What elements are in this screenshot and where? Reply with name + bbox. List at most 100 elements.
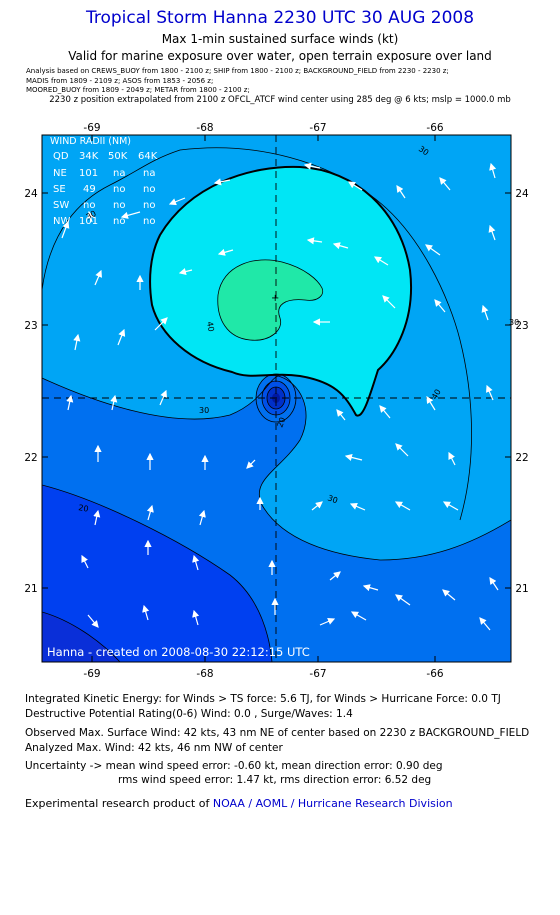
wind-arrow <box>168 197 186 206</box>
wind-arrow <box>396 185 406 199</box>
wind-arrow <box>120 211 141 219</box>
wind-arrow <box>61 220 70 239</box>
wind-arrow <box>350 611 367 621</box>
wind-band-50-plus <box>217 259 323 341</box>
wind-arrow <box>93 509 101 526</box>
svg-text:34K: 34K <box>79 151 99 162</box>
svg-text:64K: 64K <box>138 151 158 162</box>
contour-label: 40 <box>205 321 216 333</box>
svg-text:50K: 50K <box>108 151 128 162</box>
dpr-line: Destructive Potential Rating(0-6) Wind: … <box>25 708 353 720</box>
svg-text:NW: NW <box>53 216 70 227</box>
uncertainty-line: rms wind speed error: 1.47 kt, rms direc… <box>118 774 432 786</box>
wind-arrow <box>425 244 441 256</box>
lat-tick: 24 <box>24 188 38 200</box>
contour-label: 40 <box>430 388 443 401</box>
wind-arrow <box>94 269 102 286</box>
wind-arrow <box>349 503 366 511</box>
svg-text:no: no <box>143 184 155 195</box>
wind-arrow <box>319 618 336 626</box>
lat-tick: 21 <box>24 583 37 595</box>
wind-arrow <box>489 162 497 179</box>
wind-arrow <box>488 224 496 241</box>
credit-prefix: Experimental research product of <box>25 797 210 810</box>
position-note: 2230 z position extrapolated from 2100 z… <box>49 95 511 105</box>
wind-arrow <box>332 242 349 250</box>
wind-arrow <box>379 405 391 419</box>
wind-arrow <box>110 394 118 411</box>
credit-org-link[interactable]: NOAA / AOML / Hurricane Research Divisio… <box>212 797 453 810</box>
wind-arrow <box>146 504 154 521</box>
svg-text:no: no <box>143 216 155 227</box>
svg-text:no: no <box>113 200 125 211</box>
lat-tick: 23 <box>24 320 37 332</box>
wind-radii-table: WIND RADII (NM) QD 34K 50K 64K NE 101 na… <box>50 136 158 227</box>
svg-text:101: 101 <box>79 216 98 227</box>
svg-text:no: no <box>143 200 155 211</box>
lon-tick: -68 <box>196 122 213 134</box>
wind-arrow <box>481 304 489 321</box>
plot-frame <box>41 134 512 663</box>
lat-tick: 24 <box>515 188 529 200</box>
lat-tick: 21 <box>515 583 528 595</box>
svg-text:QD: QD <box>53 151 69 162</box>
wind-arrow <box>329 571 341 581</box>
lon-tick: -69 <box>83 122 100 134</box>
wind-arrow <box>178 268 193 276</box>
credit-line: Experimental research product of NOAA / … <box>25 797 453 810</box>
lon-tick: -67 <box>309 668 326 680</box>
svg-text:SE: SE <box>53 184 66 195</box>
analyzed-max-wind: Analyzed Max. Wind: 42 kts, 46 nm NW of … <box>25 742 283 754</box>
contour-34kt <box>149 165 412 417</box>
wind-arrow <box>87 614 99 628</box>
wind-arrow <box>159 389 167 406</box>
svg-text:no: no <box>113 216 125 227</box>
svg-text:SW: SW <box>53 200 69 211</box>
wind-band-below-20 <box>42 485 272 662</box>
wind-arrow <box>217 248 234 256</box>
analysis-sources-line: Analysis based on CREWS_BUOY from 1800 -… <box>26 67 449 75</box>
analysis-sources-line: MADIS from 1809 - 2109 z; ASOS from 1853… <box>26 77 214 85</box>
contour-label: 30 <box>509 318 519 327</box>
wind-arrow <box>434 299 446 313</box>
lon-tick: -66 <box>426 122 443 134</box>
wind-arrow <box>192 554 200 571</box>
lat-tick: 23 <box>515 320 528 332</box>
wind-arrow <box>395 443 409 457</box>
contour-label: 30 <box>326 493 339 505</box>
observed-max-wind: Observed Max. Surface Wind: 42 kts, 43 n… <box>25 727 530 739</box>
contour-label: 30 <box>85 209 98 222</box>
wind-arrow <box>81 554 89 569</box>
uncertainty-line: Uncertainty -> mean wind speed error: -0… <box>25 760 443 772</box>
wind-arrow <box>373 256 389 266</box>
wind-field-map: + 30 40 30 40 30 20 20 30 30 WIND RADII … <box>24 122 529 680</box>
svg-text:na: na <box>113 168 125 179</box>
wind-band-min <box>42 612 120 662</box>
contour-label: 20 <box>275 416 287 429</box>
wind-arrow <box>336 409 346 421</box>
wind-arrow <box>73 333 81 351</box>
wind-arrow <box>117 328 126 346</box>
svg-text:na: na <box>143 168 155 179</box>
contour-label: 20 <box>78 503 90 514</box>
map-subtitle: Max 1-min sustained surface winds (kt) <box>161 32 399 46</box>
svg-text:no: no <box>113 184 125 195</box>
lon-tick: -69 <box>83 668 100 680</box>
wind-arrow <box>486 384 494 401</box>
svg-text:101: 101 <box>79 168 98 179</box>
plot-footer: Hanna - created on 2008-08-30 22:12:15 U… <box>47 645 310 659</box>
wind-arrow <box>87 210 95 223</box>
wind-arrow <box>394 501 411 511</box>
wind-arrow <box>142 604 150 621</box>
wind-arrow <box>382 295 396 309</box>
svg-text:+: + <box>271 293 279 304</box>
exposure-note: Valid for marine exposure over water, op… <box>68 49 492 63</box>
wind-radii-title: WIND RADII (NM) <box>50 136 131 147</box>
lon-tick: -66 <box>426 668 443 680</box>
wind-arrow <box>362 584 379 592</box>
wind-arrow <box>198 509 206 526</box>
svg-text:no: no <box>83 200 95 211</box>
wind-arrow <box>303 162 321 170</box>
wind-arrow <box>347 181 363 191</box>
analysis-sources-line: MOORED_BUOY from 1809 - 2049 z; METAR fr… <box>26 86 250 94</box>
